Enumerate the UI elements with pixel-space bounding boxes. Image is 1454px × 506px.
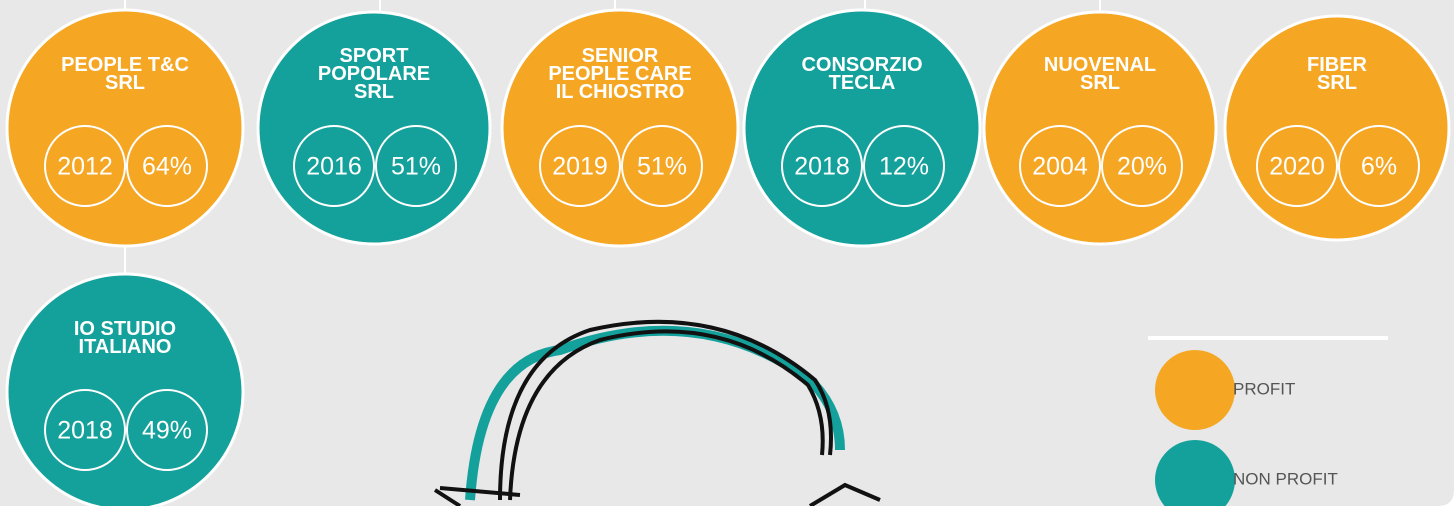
company-circle [1225, 16, 1449, 240]
share-percent: 20% [1117, 153, 1167, 181]
company-name: SRL [1080, 72, 1120, 94]
share-percent: 64% [142, 153, 192, 181]
share-percent: 49% [142, 417, 192, 445]
founded-year: 2018 [794, 153, 850, 181]
company-circle [984, 12, 1216, 244]
company-name: SRL [1317, 72, 1357, 94]
infographic: PEOPLE T&CSRL201264%SPORTPOPOLARESRL2016… [0, 0, 1454, 506]
share-percent: 12% [879, 153, 929, 181]
founded-year: 2020 [1269, 153, 1325, 181]
company-circle [744, 10, 980, 246]
company-circle [7, 274, 243, 506]
company-name: ITALIANO [79, 336, 172, 358]
company-name: IL CHIOSTRO [556, 81, 685, 103]
share-percent: 51% [391, 153, 441, 181]
legend-swatch [1155, 350, 1235, 430]
company-name: TECLA [829, 72, 896, 94]
company-name: SRL [105, 72, 145, 94]
company-circle [7, 10, 243, 246]
founded-year: 2018 [57, 417, 113, 445]
legend-label: NON PROFIT [1233, 469, 1338, 488]
share-percent: 6% [1361, 153, 1397, 181]
founded-year: 2012 [57, 153, 113, 181]
legend-label: PROFIT [1233, 379, 1295, 398]
founded-year: 2016 [306, 153, 362, 181]
share-percent: 51% [637, 153, 687, 181]
founded-year: 2004 [1032, 153, 1088, 181]
company-name: SRL [354, 81, 394, 103]
founded-year: 2019 [552, 153, 608, 181]
